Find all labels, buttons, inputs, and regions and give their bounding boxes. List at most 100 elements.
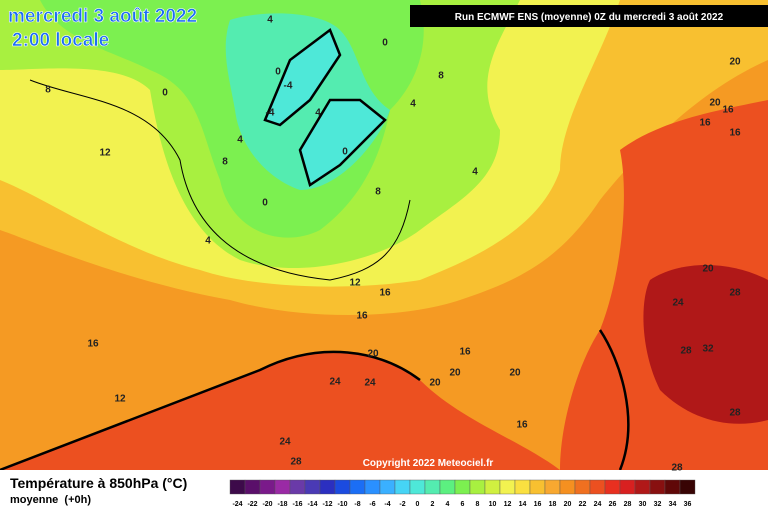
legend-tick-label: 32 xyxy=(654,501,662,508)
contour-label: 16 xyxy=(699,118,711,129)
legend-tick-label: -10 xyxy=(337,501,347,508)
contour-label: 20 xyxy=(709,98,721,109)
contour-label: 12 xyxy=(114,394,126,405)
legend-swatch xyxy=(379,479,396,495)
legend-tick-label: 8 xyxy=(476,501,480,508)
isotherm xyxy=(598,329,630,471)
legend-swatch xyxy=(619,479,636,495)
contour-label: 20 xyxy=(509,368,521,379)
legend-swatch xyxy=(649,479,666,495)
map-title: mercredi 3 août 2022 xyxy=(8,6,197,27)
legend-tick-label: 36 xyxy=(684,501,692,508)
contour-label: 32 xyxy=(702,344,714,355)
legend-swatch xyxy=(334,479,351,495)
legend-title: Température à 850hPa (°C) xyxy=(10,475,187,491)
legend-tick-label: 2 xyxy=(431,501,435,508)
legend-tick-label: 24 xyxy=(594,501,602,508)
contour-label: 4 xyxy=(410,99,416,110)
run-info: Run ECMWF ENS (moyenne) 0Z du mercredi 3… xyxy=(455,12,724,23)
contour-label: 16 xyxy=(729,128,741,139)
legend-swatch xyxy=(259,479,276,495)
legend-tick-label: 20 xyxy=(564,501,572,508)
contour-label: 8 xyxy=(375,187,381,198)
legend-swatch xyxy=(304,479,321,495)
contour-label: 28 xyxy=(290,457,302,468)
coldest-zone xyxy=(263,28,387,187)
legend-swatch xyxy=(454,479,471,495)
contour-label: 0 xyxy=(382,38,388,49)
contour-label: 16 xyxy=(516,420,528,431)
contour-label: 16 xyxy=(722,105,734,116)
legend-tick-label: 6 xyxy=(461,501,465,508)
contour-label: 16 xyxy=(356,311,368,322)
legend-tick-label: -6 xyxy=(369,501,375,508)
legend-swatch xyxy=(514,479,531,495)
legend-tick-label: -8 xyxy=(354,501,360,508)
contour-label: 24 xyxy=(329,377,341,388)
contour-label: 4 xyxy=(472,167,478,178)
legend-swatch xyxy=(364,479,381,495)
legend-swatch xyxy=(679,479,696,495)
copyright: Copyright 2022 Meteociel.fr xyxy=(363,458,494,469)
contour-label: 28 xyxy=(729,408,741,419)
contour-label: 0 xyxy=(262,198,268,209)
legend-swatch xyxy=(244,479,261,495)
legend-tick-label: 0 xyxy=(416,501,420,508)
legend-swatch xyxy=(544,479,561,495)
contour-label: 24 xyxy=(672,298,684,309)
legend-swatch xyxy=(424,479,441,495)
contour-label: 8 xyxy=(438,71,444,82)
legend-tick-label: -2 xyxy=(399,501,405,508)
legend-swatch xyxy=(499,479,516,495)
contour-label: 16 xyxy=(459,347,471,358)
contour-label: 0 xyxy=(162,88,168,99)
contour-label: 28 xyxy=(729,288,741,299)
legend-tick-label: -14 xyxy=(307,501,317,508)
legend-swatch xyxy=(229,479,246,495)
contour-label: 28 xyxy=(671,463,683,474)
legend-swatch xyxy=(589,479,606,495)
legend-swatch xyxy=(394,479,411,495)
contour-label: 4 xyxy=(237,135,243,146)
legend-tick-label: -12 xyxy=(322,501,332,508)
isotherm xyxy=(29,79,411,281)
legend-tick-label: 30 xyxy=(639,501,647,508)
legend-subtitle: moyenne (+0h) xyxy=(10,494,91,506)
contour-label: 8 xyxy=(222,157,228,168)
contour-label: 0 xyxy=(275,67,281,78)
legend-swatch xyxy=(604,479,621,495)
legend-tick-label: 14 xyxy=(519,501,527,508)
legend-tick-label: 22 xyxy=(579,501,587,508)
legend-swatch xyxy=(349,479,366,495)
contour-label: 12 xyxy=(99,148,111,159)
legend-tick-label: -4 xyxy=(384,501,390,508)
legend-swatch xyxy=(664,479,681,495)
legend-tick-label: -18 xyxy=(277,501,287,508)
map-subtitle: 2:00 locale xyxy=(12,30,109,51)
contour-label: 20 xyxy=(449,368,461,379)
legend-tick-label: -24 xyxy=(232,501,242,508)
legend-swatch xyxy=(274,479,291,495)
contour-label: 20 xyxy=(729,57,741,68)
legend-swatch xyxy=(319,479,336,495)
contour-label: 28 xyxy=(680,346,692,357)
hottest-zone xyxy=(643,265,768,424)
contour-label: 24 xyxy=(364,378,376,389)
legend-tick-label: 16 xyxy=(534,501,542,508)
isotherm xyxy=(0,350,421,472)
legend-tick-label: 28 xyxy=(624,501,632,508)
legend-swatch xyxy=(484,479,501,495)
hot-south-zone xyxy=(0,351,560,470)
contour-label: 4 xyxy=(315,108,321,119)
contour-label: 4 xyxy=(267,15,273,26)
legend-swatch xyxy=(559,479,576,495)
contour-label: 16 xyxy=(87,339,99,350)
legend-swatch xyxy=(574,479,591,495)
contour-label: 4 xyxy=(205,236,211,247)
legend-tick-label: 10 xyxy=(489,501,497,508)
legend-swatch xyxy=(289,479,306,495)
contour-label: 8 xyxy=(45,85,51,96)
legend-swatch xyxy=(469,479,486,495)
run-box xyxy=(410,5,768,27)
legend-tick-label: 18 xyxy=(549,501,557,508)
